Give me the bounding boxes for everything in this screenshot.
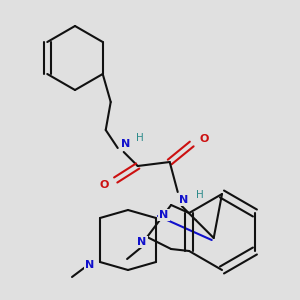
- Text: O: O: [99, 180, 108, 190]
- Text: N: N: [121, 139, 130, 149]
- Text: H: H: [136, 133, 144, 143]
- Text: H: H: [196, 190, 204, 200]
- Text: O: O: [199, 134, 208, 144]
- Text: N: N: [159, 210, 169, 220]
- Text: N: N: [179, 195, 188, 205]
- Text: N: N: [137, 237, 147, 247]
- Text: N: N: [85, 260, 94, 270]
